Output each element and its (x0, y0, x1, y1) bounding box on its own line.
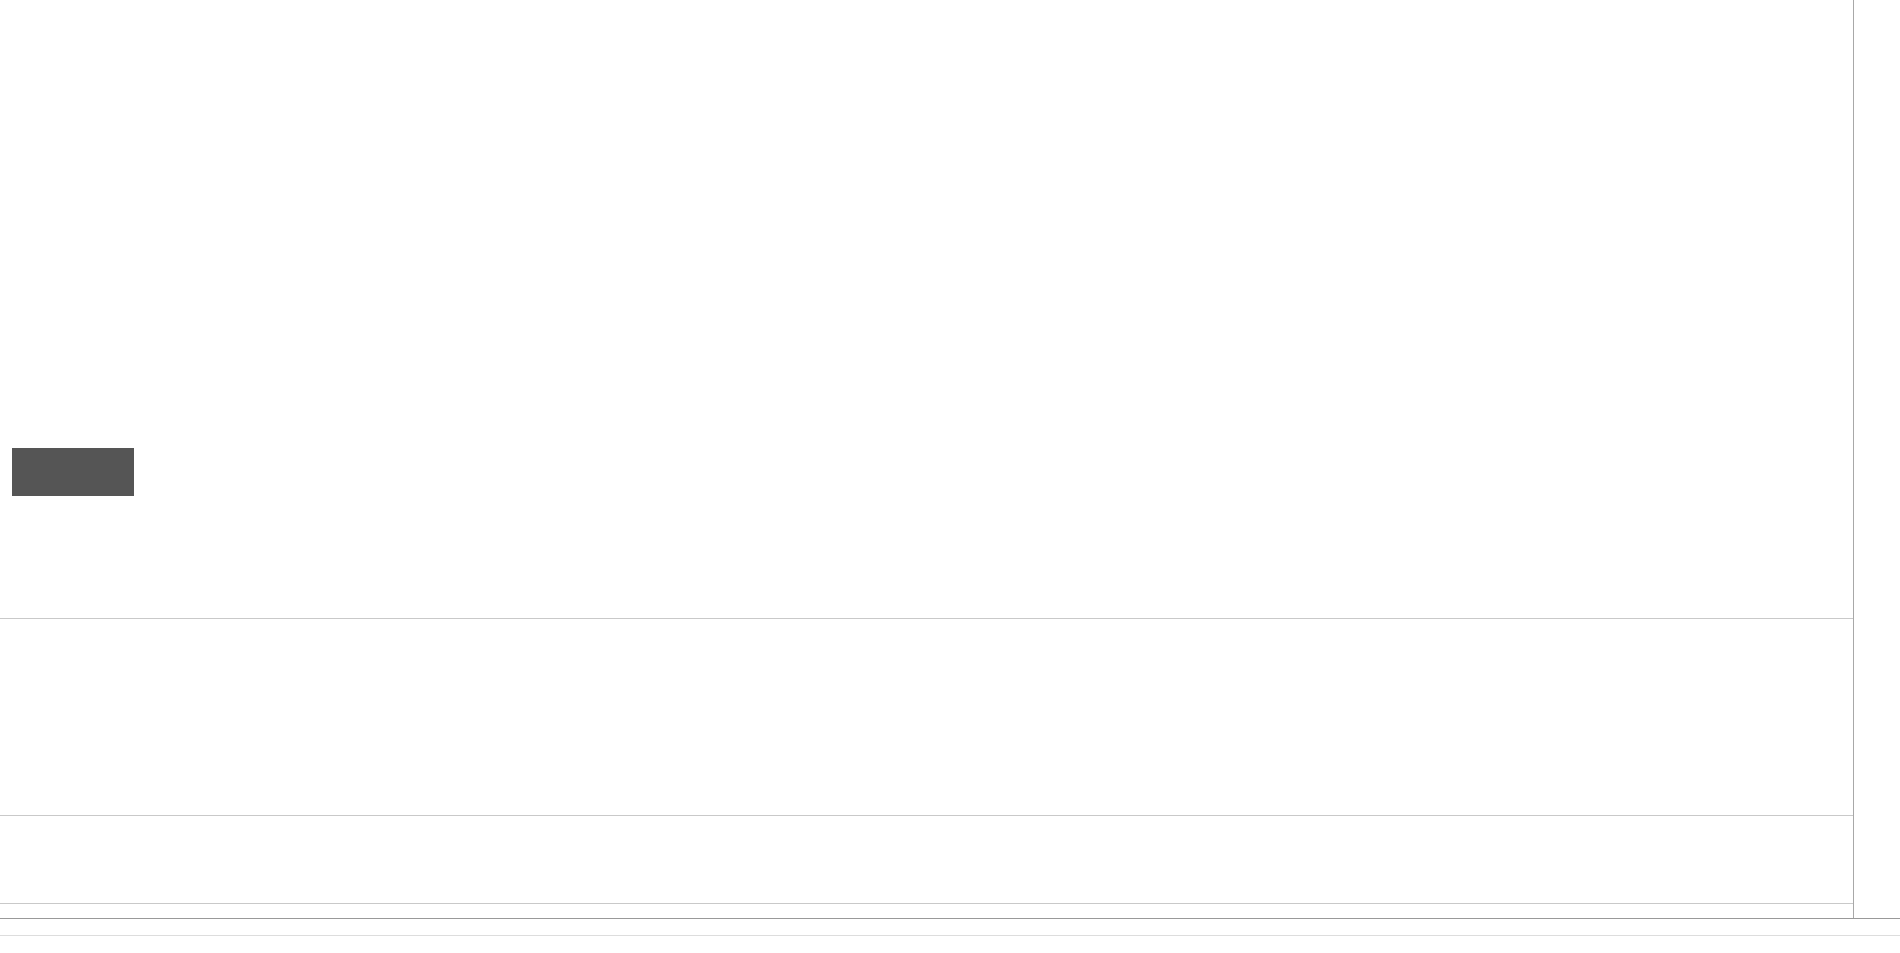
time-axis-divider (0, 935, 1900, 936)
price-axis[interactable] (1853, 0, 1900, 918)
price-chart-canvas[interactable] (0, 0, 1853, 618)
rsi-panel (0, 619, 1853, 815)
disclaimer (10, 904, 62, 916)
price-tooltip (12, 448, 134, 496)
tooltip-symbol (20, 473, 126, 491)
stochastic-chart-canvas[interactable] (0, 816, 1853, 903)
panel-divider (0, 903, 1900, 904)
indicator-legend (143, 6, 175, 21)
time-axis[interactable] (0, 918, 1900, 953)
rsi-watermark (10, 622, 24, 637)
rsi-chart-canvas[interactable] (0, 619, 1853, 815)
stochastic-watermark (10, 820, 24, 835)
panel-divider (0, 815, 1900, 816)
stochastic-panel (0, 816, 1853, 903)
price-chart-panel (0, 0, 1853, 618)
panel-divider (0, 618, 1900, 619)
tooltip-date (20, 453, 126, 473)
